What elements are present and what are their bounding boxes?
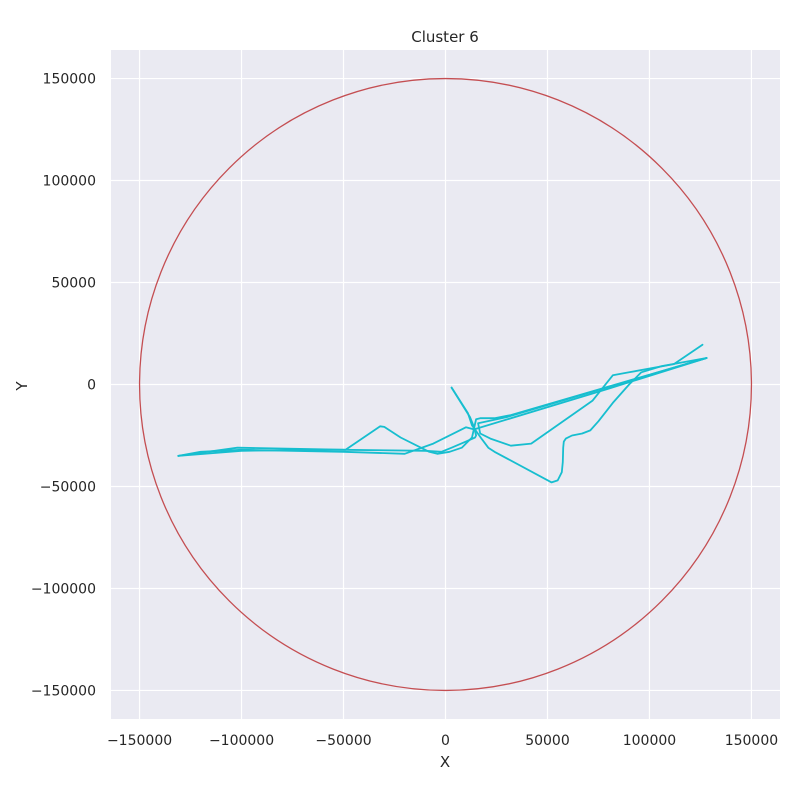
y-tick-label: −150000: [31, 683, 96, 699]
y-tick-label: 100000: [43, 174, 96, 190]
x-axis-label: X: [440, 753, 450, 771]
y-tick-label: 0: [87, 378, 96, 394]
boundary-circle: [138, 77, 753, 692]
trajectory-line-5: [477, 343, 708, 447]
chart-title: Cluster 6: [411, 28, 479, 46]
y-tick-labels: −150000 −100000 −50000 0 50000 100000 150000: [31, 72, 96, 700]
trajectory-line-2: [450, 357, 708, 484]
x-tick-label: 150000: [725, 733, 778, 749]
curves: [138, 77, 753, 692]
y-tick-label: −100000: [31, 581, 96, 597]
x-tick-label: 100000: [623, 733, 676, 749]
x-tick-label: −50000: [315, 733, 371, 749]
x-tick-labels: −150000 −100000 −50000 0 50000 100000 150000: [107, 733, 778, 749]
x-tick-label: 0: [441, 733, 450, 749]
trajectory-line-4: [177, 357, 708, 457]
x-tick-label: −100000: [209, 733, 274, 749]
y-tick-label: −50000: [40, 479, 96, 495]
y-axis-label: Y: [13, 381, 31, 392]
y-tick-label: 150000: [43, 72, 96, 88]
y-tick-label: 50000: [51, 276, 96, 292]
x-tick-label: 50000: [525, 733, 570, 749]
x-tick-label: −150000: [107, 733, 172, 749]
